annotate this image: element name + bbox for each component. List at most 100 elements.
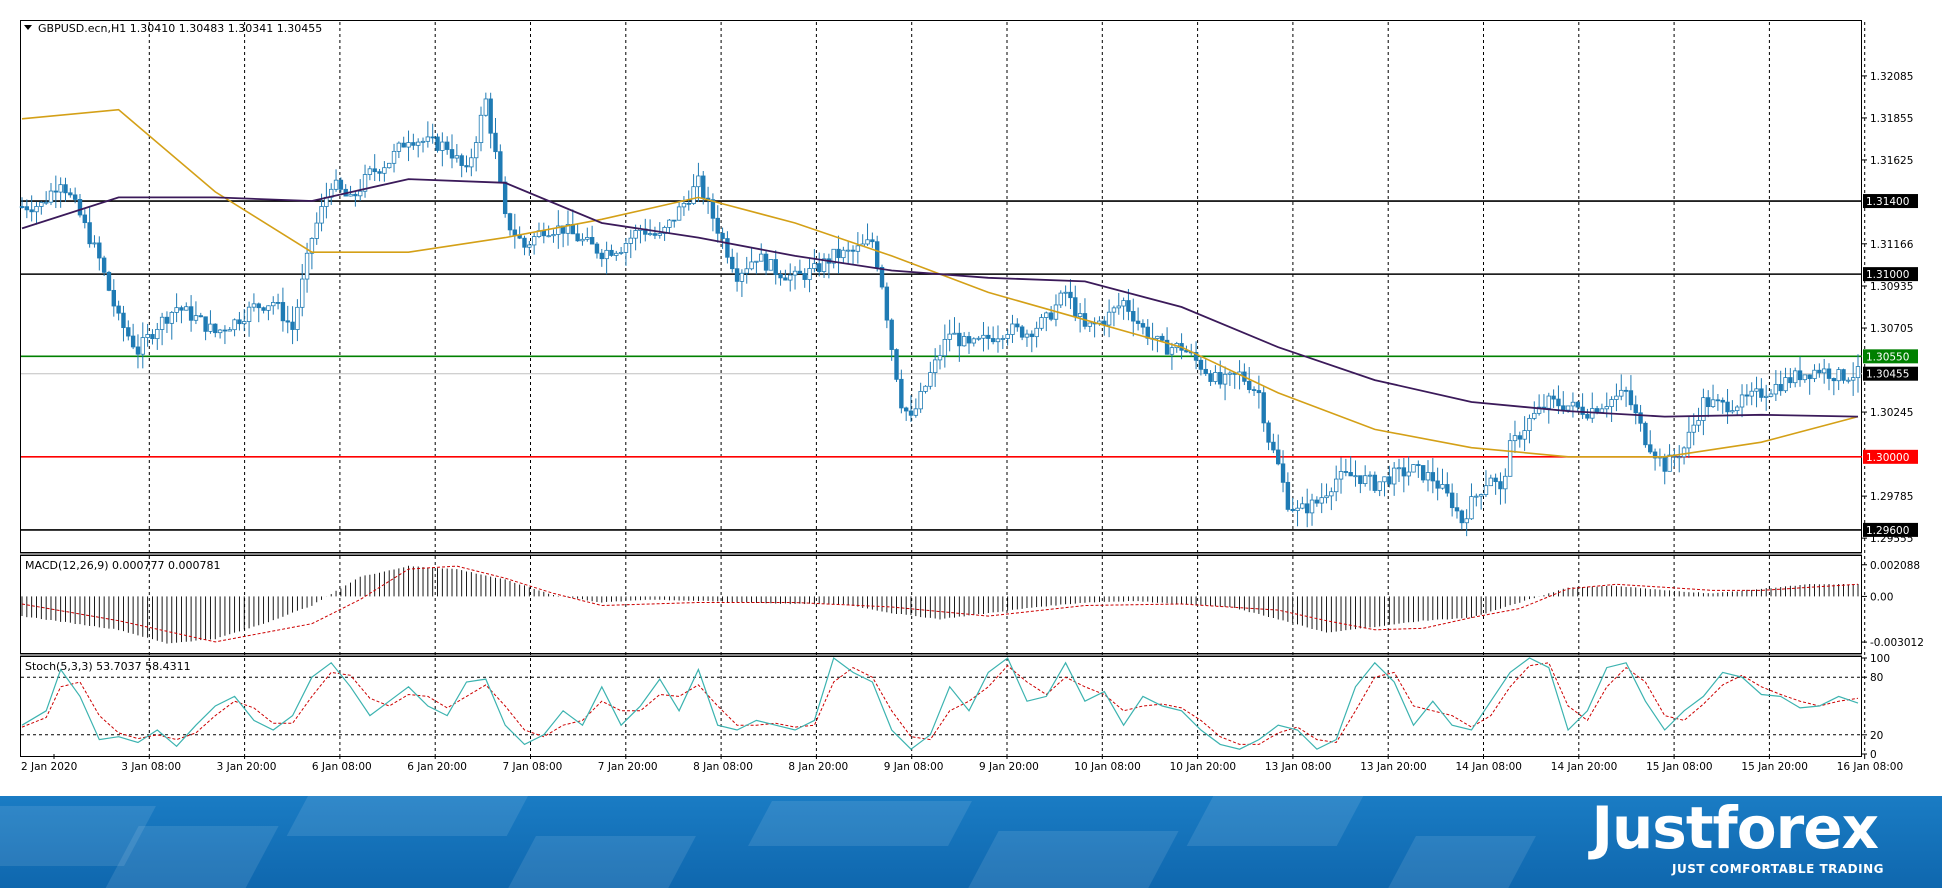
candle-body: [440, 141, 445, 151]
candle-body: [1015, 323, 1020, 328]
candle-body: [1073, 297, 1078, 317]
candle-body: [314, 222, 319, 239]
collapse-triangle-icon[interactable]: [24, 25, 32, 30]
candle-body: [1807, 374, 1812, 380]
candle-body: [1527, 417, 1532, 432]
candle-body: [937, 355, 943, 361]
candle-body: [1507, 440, 1513, 477]
candle-body: [1459, 510, 1465, 524]
candle-body: [657, 233, 662, 236]
price-axis: 1.32085 1.31855 1.31625 1.31166 1.30935 1.307…: [1862, 71, 1914, 545]
candle-body: [304, 252, 310, 280]
candle-body: [1131, 311, 1136, 322]
candle-body: [1208, 373, 1213, 382]
candle-body: [1536, 406, 1542, 414]
candle-body: [290, 321, 295, 330]
candle-body: [879, 266, 885, 288]
candle-body: [1812, 369, 1817, 380]
candle-body: [1846, 379, 1851, 382]
candle-body: [1218, 372, 1223, 385]
candle-body: [589, 237, 595, 245]
candle-body: [667, 219, 672, 228]
candle-body: [164, 316, 170, 324]
candle-body: [778, 274, 783, 279]
price-label: 1.30935: [1870, 281, 1913, 293]
candle-body: [1532, 412, 1537, 419]
candle-body: [1638, 412, 1643, 424]
candle-body: [63, 184, 68, 194]
candle-body: [372, 168, 377, 173]
candle-body: [203, 316, 208, 332]
candle-body: [1628, 390, 1634, 406]
macd-tick-label: 0.00: [1870, 591, 1893, 603]
candle-body: [1222, 373, 1228, 385]
candle-body: [676, 206, 682, 221]
candle-body: [1319, 497, 1324, 504]
candles: [19, 92, 1861, 537]
price-label: 1.29785: [1870, 491, 1913, 503]
candle-body: [1474, 495, 1479, 498]
price-label: 1.31625: [1870, 155, 1913, 167]
candle-body: [1681, 447, 1687, 458]
candle-body: [1358, 475, 1363, 484]
price-label: 1.32085: [1870, 71, 1913, 83]
candle-body: [1193, 352, 1199, 361]
macd-panel: [20, 555, 1862, 654]
candle-body: [802, 273, 807, 280]
candle-body: [1024, 333, 1030, 338]
time-label: 3 Jan 20:00: [217, 761, 277, 773]
candle-body: [1788, 377, 1793, 384]
candle-body: [111, 289, 116, 307]
candle-body: [295, 306, 300, 330]
candle-body: [604, 249, 609, 260]
candle-body: [1213, 372, 1218, 382]
candle-body: [430, 136, 435, 139]
candle-body: [77, 199, 83, 216]
candle-body: [908, 410, 914, 416]
candle-body: [691, 186, 696, 204]
candle-body: [792, 270, 798, 276]
time-label: 10 Jan 20:00: [1170, 761, 1236, 773]
candle-body: [1614, 395, 1619, 400]
price-label: 1.31855: [1870, 113, 1913, 125]
candle-body: [1411, 464, 1416, 473]
candle-body: [836, 248, 841, 259]
candle-body: [333, 179, 339, 190]
time-label: 15 Jan 20:00: [1741, 761, 1807, 773]
candle-body: [1445, 484, 1450, 494]
candle-body: [251, 303, 257, 308]
candle-body: [24, 206, 30, 211]
candle-body: [1135, 320, 1141, 324]
candle-body: [889, 319, 894, 350]
candle-body: [981, 334, 986, 339]
price-label: 1.30705: [1870, 323, 1913, 335]
candle-body: [155, 329, 160, 340]
candle-body: [1648, 444, 1653, 453]
candle-body: [870, 239, 875, 243]
candle-body: [546, 235, 551, 238]
candle-body: [1512, 435, 1518, 442]
candle-body: [1430, 472, 1436, 482]
candle-body: [1715, 399, 1721, 402]
candle-body: [1029, 333, 1034, 338]
candle-body: [159, 316, 165, 330]
candle-body: [1203, 368, 1208, 374]
candle-body: [556, 225, 561, 235]
candle-body: [1005, 334, 1010, 339]
candle-body: [1247, 380, 1252, 390]
candle-body: [1266, 422, 1271, 443]
candle-body: [488, 98, 493, 134]
time-label: 16 Jan 08:00: [1837, 761, 1903, 773]
candle-body: [773, 259, 778, 275]
candle-body: [1633, 404, 1638, 414]
candle-body: [725, 238, 730, 258]
current-price-tag: [1863, 366, 1918, 381]
candle-body: [1735, 406, 1740, 412]
candle-body: [1391, 467, 1397, 485]
candle-body: [923, 385, 928, 392]
level-tag-label: 1.31400: [1866, 196, 1909, 208]
candle-body: [565, 224, 571, 234]
candle-body: [266, 305, 271, 311]
candle-body: [647, 233, 653, 235]
candle-body: [68, 192, 73, 196]
